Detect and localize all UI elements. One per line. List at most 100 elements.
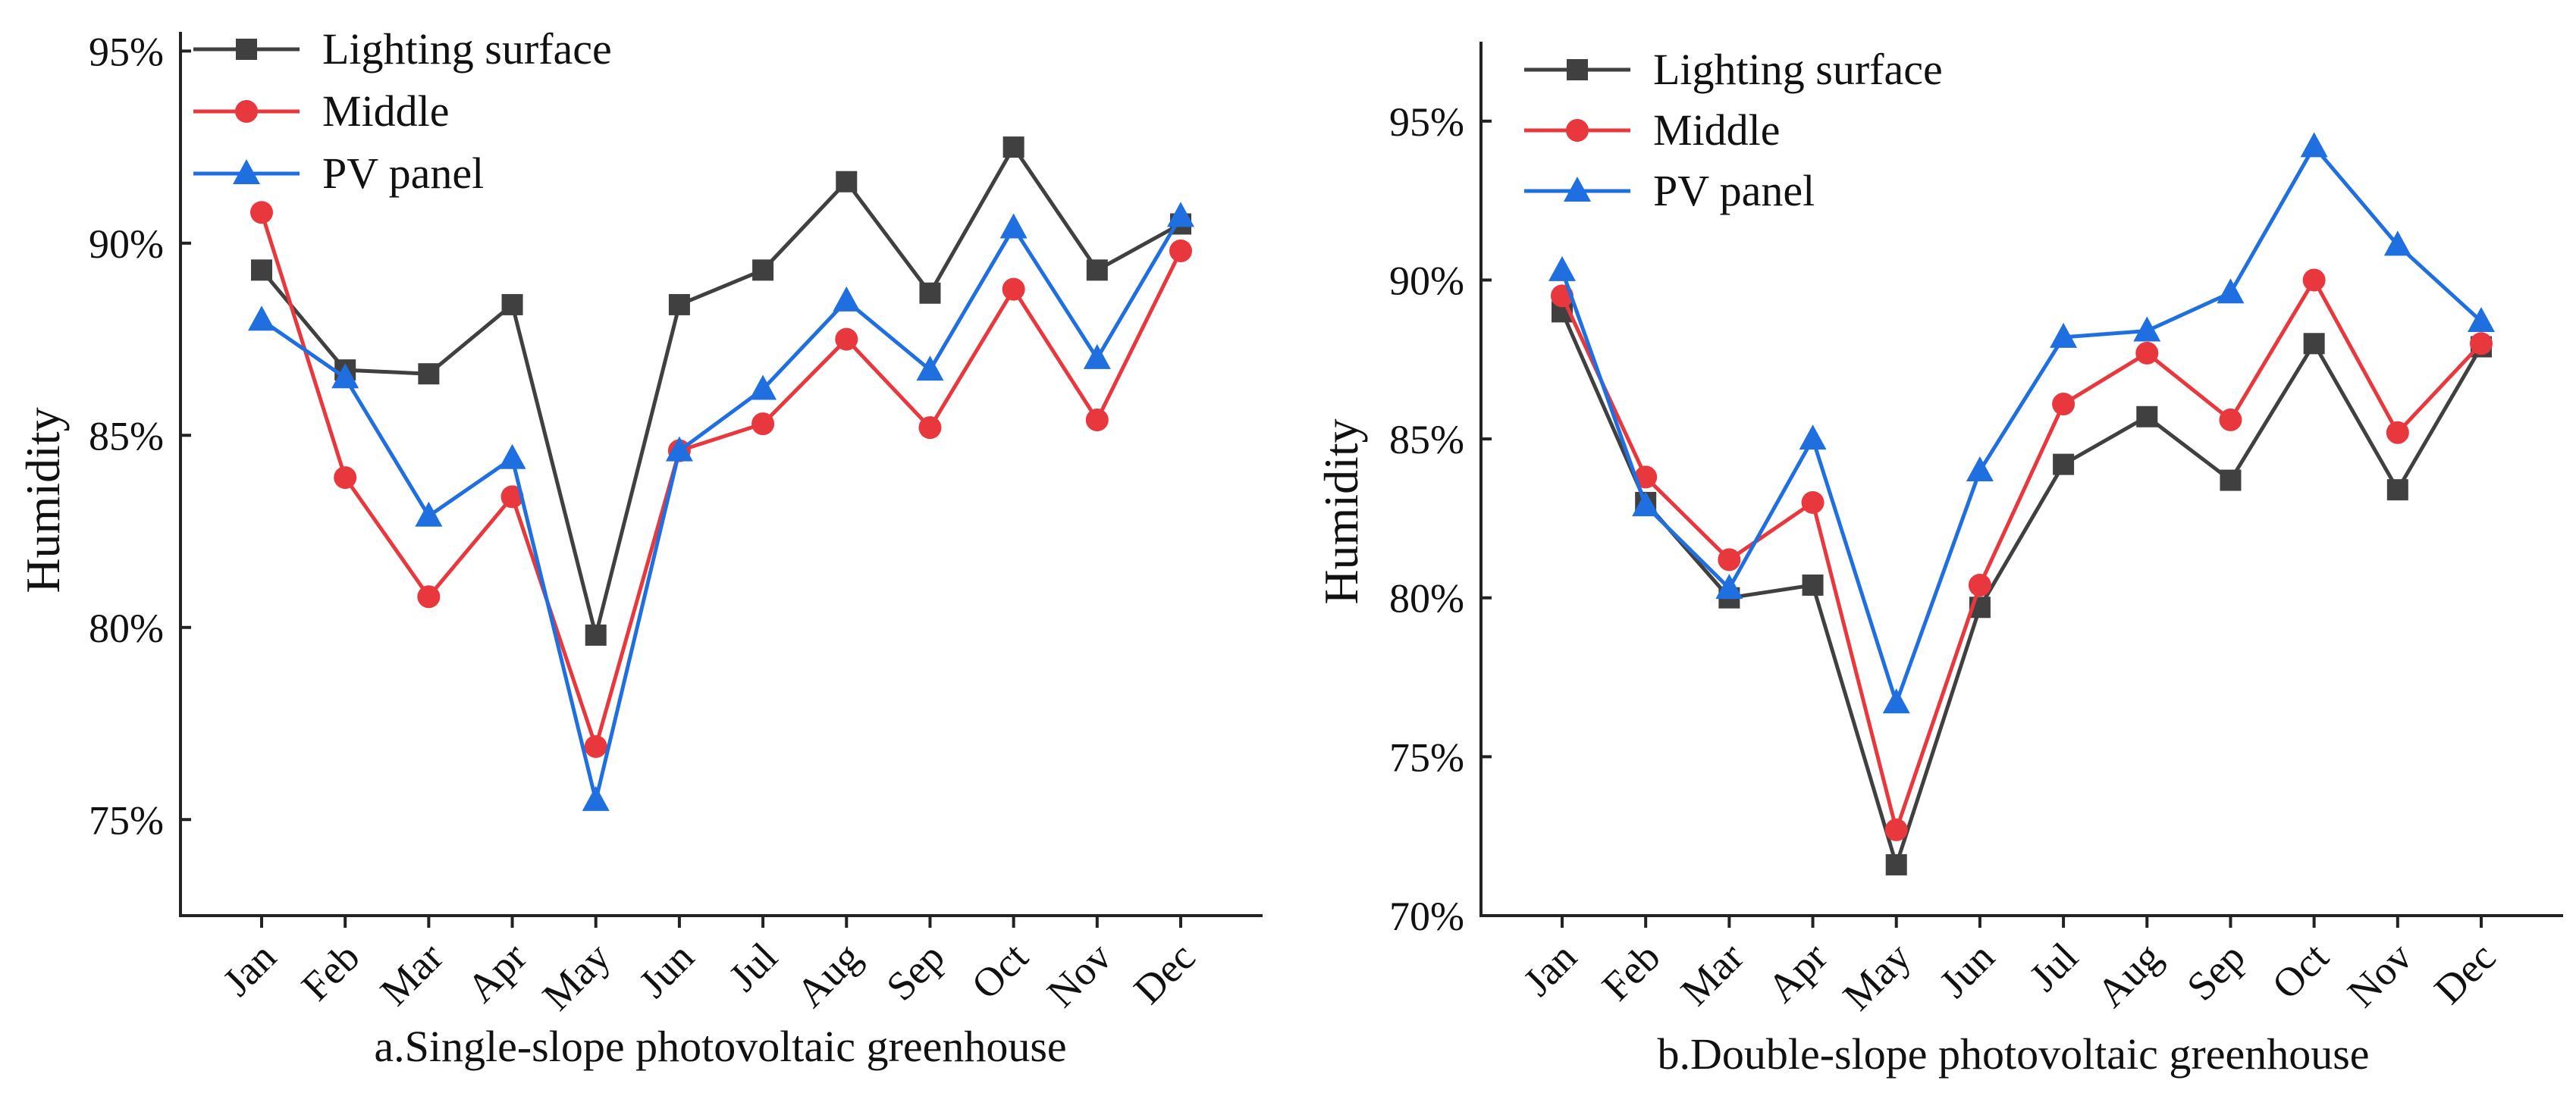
point-lighting-surface-b	[1885, 853, 1907, 875]
x-tick-label-a: Aug	[788, 934, 870, 1016]
legend-label-pv-panel: PV panel	[322, 149, 484, 198]
point-middle-b	[1968, 573, 1991, 597]
point-lighting-surface-a	[836, 171, 858, 193]
point-middle-a	[500, 485, 524, 509]
point-lighting-surface-b	[2220, 469, 2242, 491]
series-line-pv-panel-b	[1560, 144, 2483, 705]
legend-b: Lighting surface Middle PV panel	[1524, 45, 1943, 215]
y-tick-label-a: 95%	[89, 29, 164, 74]
point-middle-b	[2302, 268, 2326, 292]
legend-label-lighting-surface: Lighting surface	[322, 24, 612, 74]
point-middle-a	[1169, 239, 1192, 262]
point-middle-a	[250, 201, 273, 224]
point-lighting-surface-b	[2053, 453, 2075, 475]
point-middle-b	[1884, 818, 1908, 841]
point-lighting-surface-a	[1086, 259, 1108, 281]
point-lighting-surface-b	[2303, 333, 2325, 355]
x-tick-label-b: Sep	[2178, 934, 2254, 1010]
x-tick-label-b: Nov	[2339, 934, 2421, 1016]
point-middle-a	[1085, 409, 1109, 432]
x-tick-label-a: Sep	[877, 934, 953, 1010]
x-tick-label-a: Apr	[458, 934, 535, 1011]
series-line-lighting-surface-a	[260, 145, 1182, 637]
legend-marker-pv-panel	[1564, 177, 1591, 202]
point-pv-panel-a	[1083, 343, 1111, 369]
y-tick-label-a: 85%	[89, 413, 164, 459]
point-lighting-surface-a	[668, 293, 690, 315]
y-tick-label-b: 95%	[1389, 99, 1464, 145]
point-middle-b	[2470, 332, 2493, 355]
x-tick-label-b: Feb	[1593, 934, 1669, 1010]
y-tick-label-a: 80%	[89, 606, 164, 651]
point-lighting-surface-b	[1802, 574, 1824, 596]
point-pv-panel-b	[2217, 278, 2245, 304]
point-pv-panel-b	[1632, 491, 1660, 517]
x-tick-label-a: Nov	[1038, 934, 1120, 1016]
series-line-middle-a	[259, 211, 1183, 749]
series-line-middle-b	[1560, 277, 2483, 832]
point-pv-panel-a	[248, 305, 275, 331]
y-axis-title-b: Humidity	[1314, 418, 1368, 604]
point-middle-b	[1801, 490, 1825, 514]
legend-label-middle: Middle	[1653, 105, 1781, 155]
chart-single-slope: Humidity a.Single-slope photovoltaic gre…	[16, 24, 1263, 1071]
point-pv-panel-a	[916, 355, 944, 381]
point-lighting-surface-a	[585, 624, 607, 646]
x-tick-label-b: Apr	[1759, 934, 1836, 1011]
point-pv-panel-b	[1548, 255, 1576, 281]
point-pv-panel-a	[665, 436, 693, 462]
point-lighting-surface-a	[501, 293, 523, 315]
legend-label-middle: Middle	[322, 86, 450, 136]
chart-caption-b: b.Double-slope photovoltaic greenhouse	[1657, 1029, 2369, 1079]
point-middle-b	[1634, 465, 1658, 489]
y-tick-label-b: 85%	[1389, 417, 1464, 462]
point-lighting-surface-a	[251, 259, 272, 281]
legend-marker-middle	[1566, 119, 1589, 142]
point-pv-panel-b	[1715, 574, 1743, 600]
x-tick-label-a: Jan	[214, 934, 284, 1004]
y-tick-label-b: 75%	[1389, 734, 1464, 780]
x-tick-label-a: Jul	[720, 934, 786, 1000]
point-middle-a	[1002, 277, 1025, 301]
point-pv-panel-b	[2050, 322, 2078, 348]
x-tick-label-a: Dec	[1125, 934, 1204, 1013]
point-pv-panel-b	[2133, 316, 2161, 342]
y-tick-label-b: 80%	[1389, 576, 1464, 622]
point-pv-panel-a	[415, 501, 443, 527]
x-tick-label-b: Aug	[2088, 934, 2170, 1016]
legend-label-lighting-surface: Lighting surface	[1653, 45, 1943, 94]
point-middle-b	[2219, 408, 2242, 431]
x-tick-label-b: Jan	[1514, 934, 1585, 1004]
point-lighting-surface-b	[2386, 479, 2408, 501]
point-middle-a	[334, 466, 357, 490]
point-pv-panel-a	[833, 286, 861, 312]
legend-label-pv-panel: PV panel	[1653, 166, 1815, 215]
x-tick-label-b: May	[1834, 934, 1919, 1019]
x-tick-label-a: Feb	[293, 934, 369, 1010]
x-tick-label-b: Mar	[1672, 934, 1752, 1014]
point-pv-panel-b	[2383, 230, 2411, 256]
y-tick-label-a: 90%	[89, 221, 164, 267]
legend-marker-middle	[235, 100, 258, 123]
point-pv-panel-b	[1966, 456, 1994, 482]
chart-double-slope: Humidity b.Double-slope photovoltaic gre…	[1314, 42, 2563, 1079]
point-pv-panel-a	[331, 363, 359, 389]
legend-marker-lighting-surface	[236, 39, 257, 60]
point-pv-panel-a	[999, 213, 1028, 239]
x-tick-label-b: Jun	[1931, 934, 2003, 1006]
x-tick-label-a: Jun	[630, 934, 702, 1006]
point-middle-b	[1718, 548, 1741, 572]
point-pv-panel-b	[2300, 132, 2328, 158]
chart-caption-a: a.Single-slope photovoltaic greenhouse	[374, 1022, 1066, 1071]
point-middle-b	[2386, 421, 2409, 444]
point-lighting-surface-a	[752, 259, 774, 281]
point-pv-panel-a	[749, 374, 777, 400]
point-middle-a	[584, 734, 607, 758]
point-lighting-surface-a	[919, 282, 941, 304]
point-pv-panel-b	[1882, 688, 1910, 714]
point-pv-panel-b	[1799, 424, 1827, 450]
point-middle-b	[2135, 341, 2159, 365]
x-tick-label-a: May	[534, 934, 619, 1019]
point-lighting-surface-b	[2136, 406, 2158, 427]
